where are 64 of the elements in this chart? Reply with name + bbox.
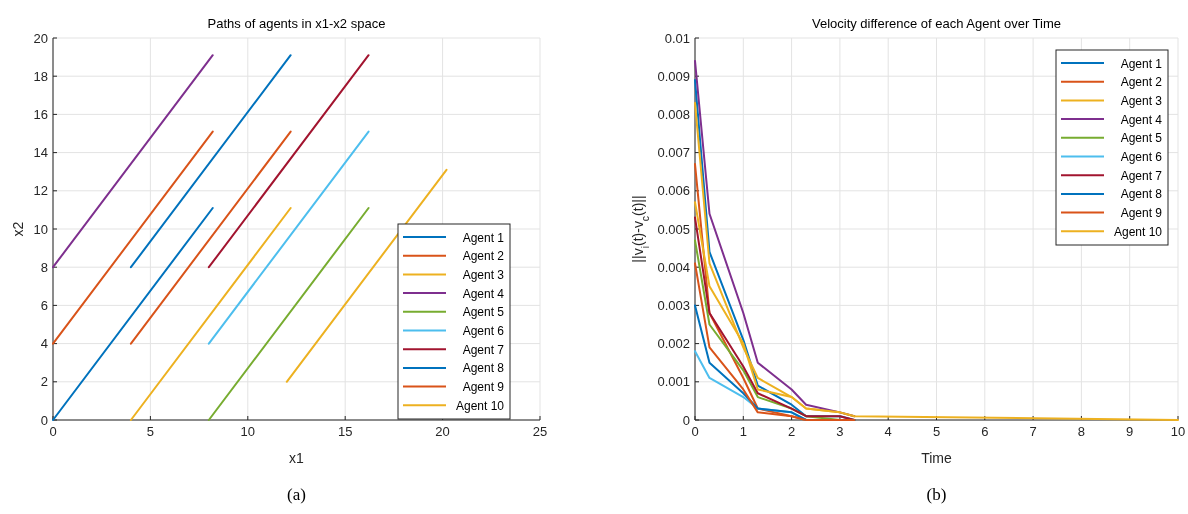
y-tick-label: 0.004 xyxy=(657,259,690,275)
legend-label: Agent 3 xyxy=(1120,93,1163,108)
x-tick-label: 8 xyxy=(1077,424,1086,439)
legend-label: Agent 5 xyxy=(462,305,505,320)
y-tick-label: 0.008 xyxy=(657,106,690,122)
chart-title: Velocity difference of each Agent over Time xyxy=(811,16,1062,31)
y-tick-label: 6 xyxy=(40,297,48,313)
y-tick-label: 20 xyxy=(33,30,48,46)
legend-label: Agent 7 xyxy=(1120,168,1163,183)
legend-label: Agent 8 xyxy=(462,361,505,376)
y-tick-label: 0.005 xyxy=(657,221,690,237)
legend-label: Agent 4 xyxy=(1120,112,1163,127)
x-tick-label: 15 xyxy=(337,424,353,439)
legend-label: Agent 1 xyxy=(462,230,505,245)
x-tick-label: 2 xyxy=(787,424,796,439)
legend-label: Agent 3 xyxy=(462,267,505,282)
legend-label: Agent 4 xyxy=(462,286,505,301)
text: (a) xyxy=(287,485,306,504)
legend-label: Agent 8 xyxy=(1120,187,1163,202)
x-axis-title: x1 xyxy=(289,450,305,466)
y-tick-label: 0.002 xyxy=(657,336,690,352)
legend-label: Agent 9 xyxy=(462,380,505,395)
y-tick-label: 0 xyxy=(682,412,690,428)
x-tick-label: 6 xyxy=(981,424,989,439)
y-tick-label: 0.006 xyxy=(657,183,690,199)
legend-label: Agent 6 xyxy=(462,324,505,338)
x-tick-label: 5 xyxy=(146,424,155,439)
x-axis-title: Time xyxy=(921,450,953,466)
y-tick-label: 18 xyxy=(33,68,48,84)
legend-label: Agent 1 xyxy=(1120,56,1163,71)
legend-label: Agent 7 xyxy=(462,342,505,357)
x-tick-label: 20 xyxy=(435,424,450,439)
y-tick-label: 0.003 xyxy=(657,297,690,313)
legend-label: Agent 10 xyxy=(1113,224,1163,239)
text: (b) xyxy=(926,485,947,504)
legend-label: Agent 2 xyxy=(1120,75,1163,90)
legend-label: Agent 6 xyxy=(1120,150,1163,164)
x-tick-label: 25 xyxy=(532,424,548,439)
y-tick-label: 0.009 xyxy=(657,68,690,84)
y-tick-label: 12 xyxy=(33,183,48,199)
y-tick-label: 16 xyxy=(33,106,48,122)
y-tick-label: 10 xyxy=(33,221,48,237)
legend-label: Agent 2 xyxy=(462,249,505,264)
legend-label: Agent 10 xyxy=(455,398,505,413)
y-tick-label: 14 xyxy=(33,145,48,161)
y-tick-label: 0.01 xyxy=(664,30,690,46)
chart-title: Paths of agents in x1-x2 space xyxy=(207,16,386,31)
legend-label: Agent 5 xyxy=(1120,131,1163,146)
x-tick-label: 1 xyxy=(739,424,747,439)
x-tick-label: 3 xyxy=(836,424,844,439)
y-tick-label: 0.001 xyxy=(657,374,690,390)
x-tick-label: 7 xyxy=(1029,424,1037,439)
x-tick-label: 5 xyxy=(932,424,941,439)
x-tick-label: 4 xyxy=(884,424,892,439)
y-tick-label: 0.007 xyxy=(657,145,690,161)
x-tick-label: 10 xyxy=(240,424,256,439)
x-tick-label: 10 xyxy=(1170,424,1186,439)
y-tick-label: 4 xyxy=(40,336,48,352)
y-tick-label: 2 xyxy=(40,374,48,390)
legend-label: Agent 9 xyxy=(1120,206,1163,221)
y-tick-label: 0 xyxy=(40,412,48,428)
x-tick-label: 9 xyxy=(1126,424,1134,439)
y-tick-label: 8 xyxy=(40,259,48,275)
y-axis-title: x2 xyxy=(10,221,26,237)
